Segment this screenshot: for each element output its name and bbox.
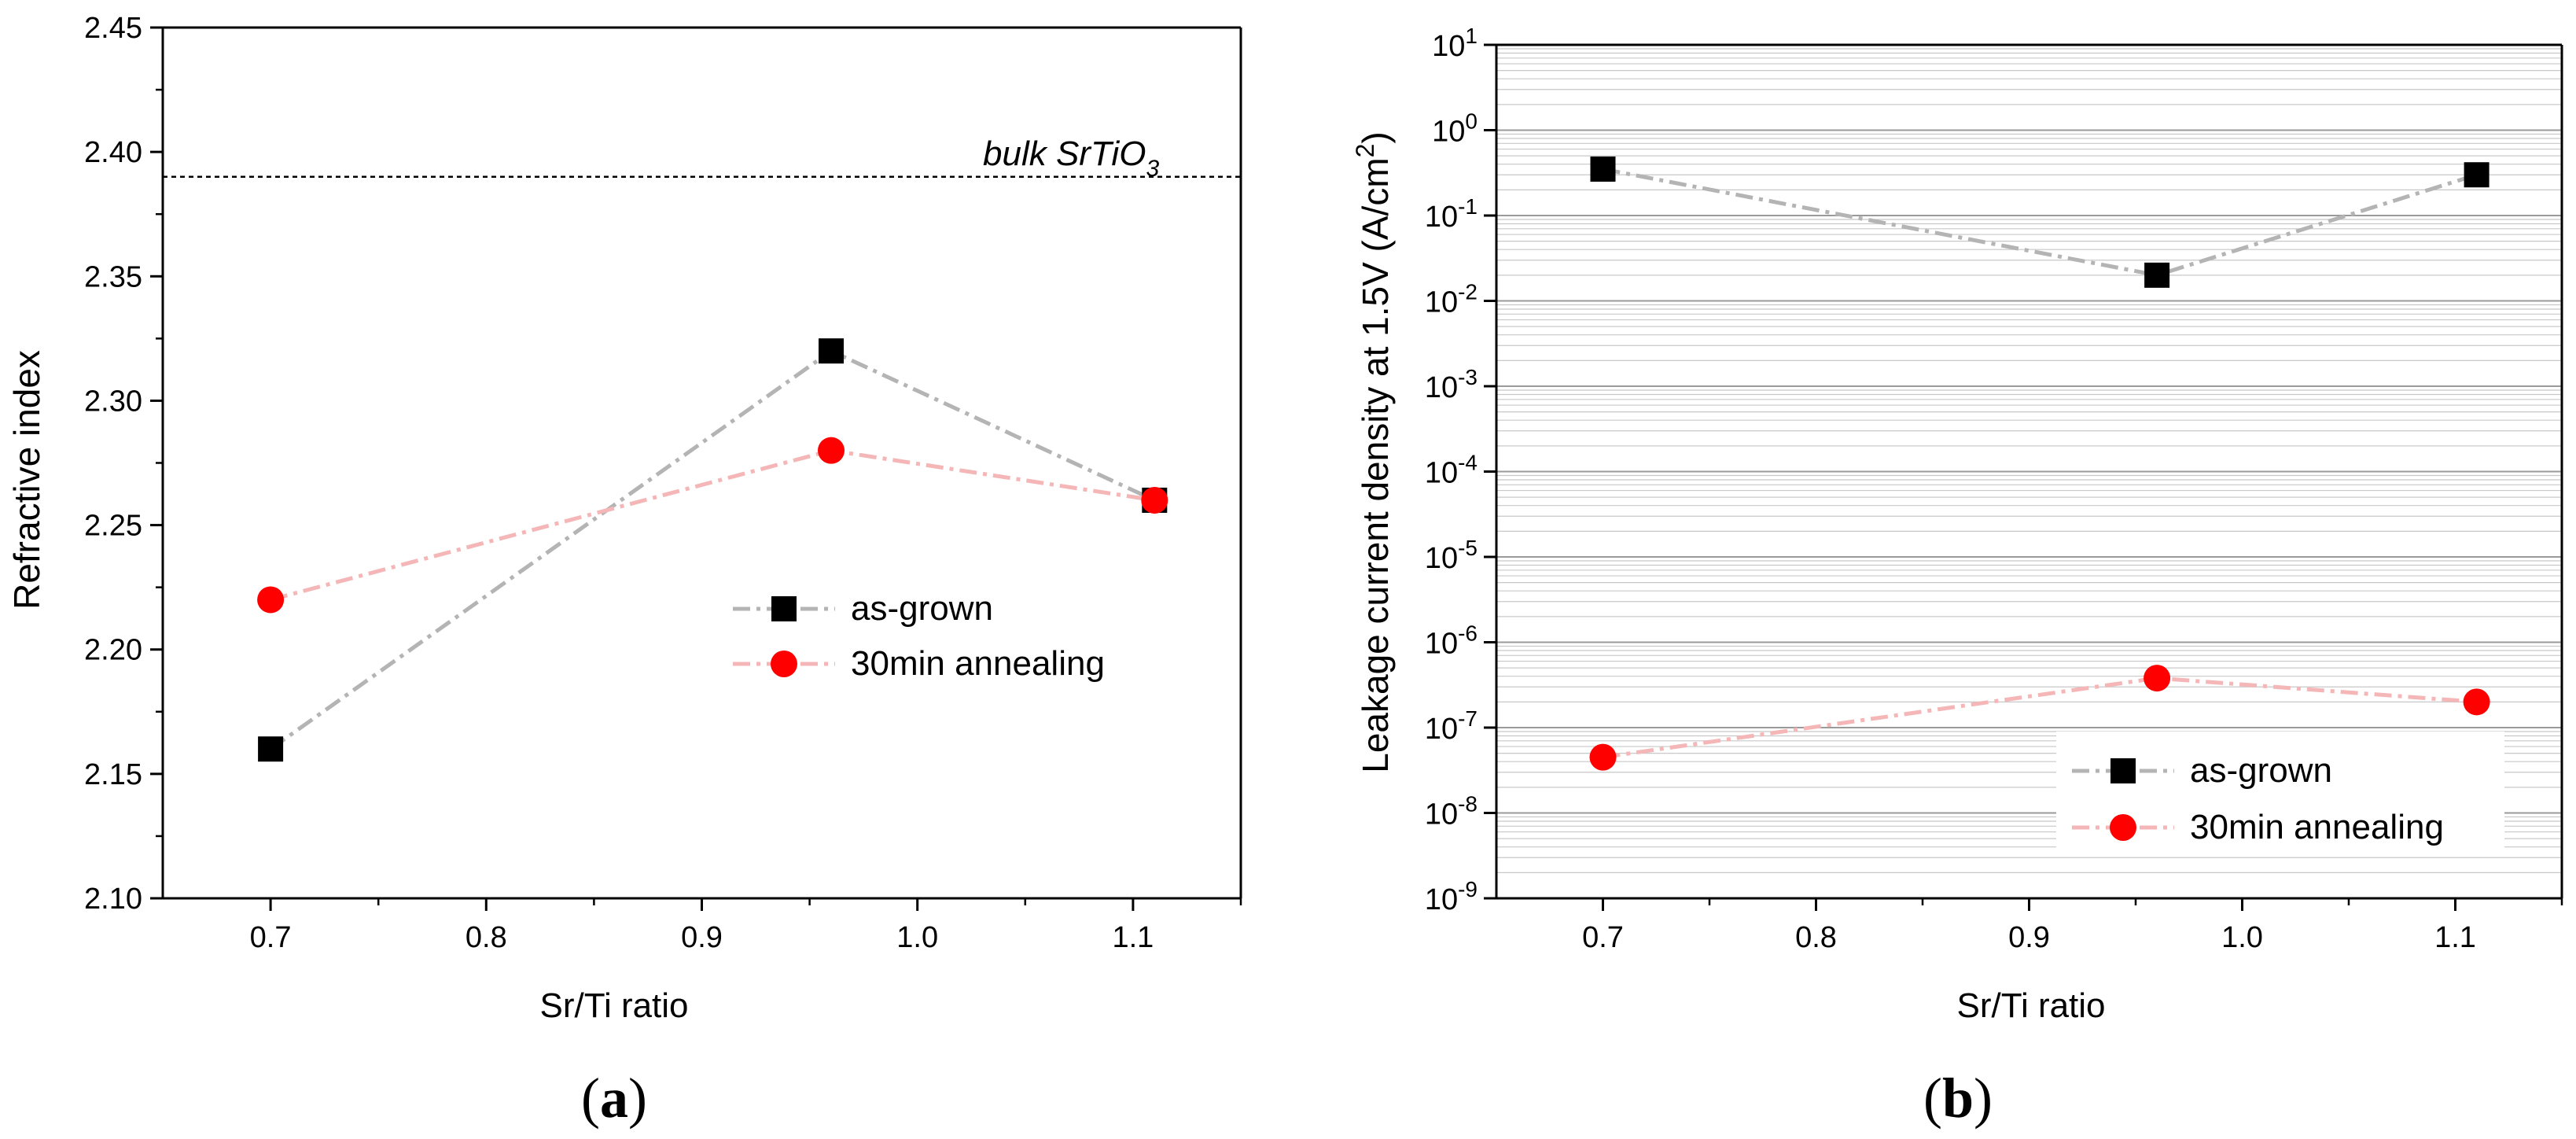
chart-b-legend-label: as-grown	[2190, 751, 2332, 790]
chart-b-xlabel: Sr/Ti ratio	[1956, 986, 2105, 1025]
chart-b-legend: as-grown 30min annealing	[2056, 732, 2504, 853]
chart-a-series-0-line	[269, 348, 1156, 751]
chart-b-ytick-label: 100	[1432, 109, 1478, 149]
chart-a-ytick-label: 2.15	[84, 758, 142, 791]
chart-b-legend-marker	[2110, 758, 2136, 783]
chart-a-legend-marker	[771, 651, 797, 677]
chart-a-series-1-point	[257, 586, 285, 614]
panel-label-a: (a)	[581, 1067, 647, 1130]
chart-a-ytick-label: 2.25	[84, 510, 142, 543]
chart-b-series-1-point	[1589, 743, 1617, 771]
chart-a-ytick-label: 2.40	[84, 136, 142, 169]
chart-a-legend-label: as-grown	[851, 589, 993, 628]
chart-b-ytick-label: 10-5	[1425, 536, 1478, 575]
chart-a-xtick-label: 1.0	[896, 921, 938, 954]
chart-a-legend-marker	[771, 596, 797, 621]
chart-a-series-0-point	[258, 736, 284, 762]
chart-b-ytick-label: 10-4	[1425, 451, 1478, 490]
chart-a-ylabel: Refractive index	[6, 350, 47, 610]
chart-b-ytick-label: 10-3	[1425, 365, 1478, 404]
chart-a-ytick-label: 2.35	[84, 260, 142, 293]
chart-b-series-1-point	[2463, 688, 2490, 716]
chart-a-ytick-label: 2.10	[84, 883, 142, 916]
chart-b-ytick-label: 10-7	[1425, 706, 1478, 746]
chart-a-legend: as-grown 30min annealing	[733, 589, 1105, 683]
chart-b-ytick-label: 10-1	[1425, 194, 1478, 234]
chart-b-legend-marker	[2110, 814, 2136, 841]
chart-b-xtick-label: 1.1	[2434, 921, 2476, 954]
chart-a-xtick-label: 0.9	[681, 921, 723, 954]
chart-b-grid	[1496, 48, 2562, 899]
chart-a-series-1-point	[1141, 486, 1168, 514]
chart-b-series-0-point	[2464, 162, 2490, 188]
chart-a-series-1-point	[818, 437, 845, 464]
chart-b-ytick-label: 10-8	[1425, 792, 1478, 831]
chart-a-series-1-line	[270, 448, 1155, 602]
panel-label-b: (b)	[1923, 1067, 1993, 1130]
chart-b-ytick-label: 101	[1432, 24, 1478, 63]
chart-a-legend-label: 30min annealing	[851, 644, 1105, 683]
chart-a-reference-label: bulk SrTiO3	[983, 135, 1159, 182]
chart-a-series-0-point	[819, 338, 845, 364]
chart-a-xlabel: Sr/Ti ratio	[539, 986, 688, 1025]
chart-b-ytick-label: 10-9	[1425, 877, 1478, 916]
chart-a-ytick-label: 2.45	[84, 12, 142, 45]
chart-b-series-0-line	[1603, 167, 2478, 278]
chart-b-series-0-point	[1590, 156, 1616, 182]
chart-a-xtick-label: 0.7	[250, 921, 292, 954]
chart-b-ytick-label: 10-2	[1425, 280, 1478, 319]
chart-a-xtick-label: 0.8	[466, 921, 507, 954]
chart-b-xtick-label: 1.0	[2221, 921, 2263, 954]
chart-b-legend-label: 30min annealing	[2190, 808, 2444, 846]
chart-b-ylabel: Leakage current density at 1.5V (A/cm2)	[1351, 131, 1396, 773]
chart-a-ytick-label: 2.30	[84, 385, 142, 418]
chart-a-ytick-label: 2.20	[84, 634, 142, 667]
chart-b-ytick-label: 10-6	[1425, 621, 1478, 661]
chart-a-xtick-label: 1.1	[1112, 921, 1154, 954]
chart-b-xtick-label: 0.8	[1795, 921, 1837, 954]
chart-b-xtick-label: 0.9	[2008, 921, 2050, 954]
chart-b-series-0-point	[2144, 262, 2170, 288]
chart-b-leakage-current: 0.7 0.8 0.9 1.0 1.1 10-9 10-8 10-7 10-6 10-5 10-4 1…	[1425, 24, 2563, 954]
chart-b-series-1-point	[2144, 665, 2171, 692]
chart-a-refractive-index: 0.7 0.8 0.9 1.0 1.1 2.10 2.15 2.20 2.25 2.30 2.35 2…	[84, 12, 1242, 954]
chart-b-xtick-label: 0.7	[1582, 921, 1624, 954]
